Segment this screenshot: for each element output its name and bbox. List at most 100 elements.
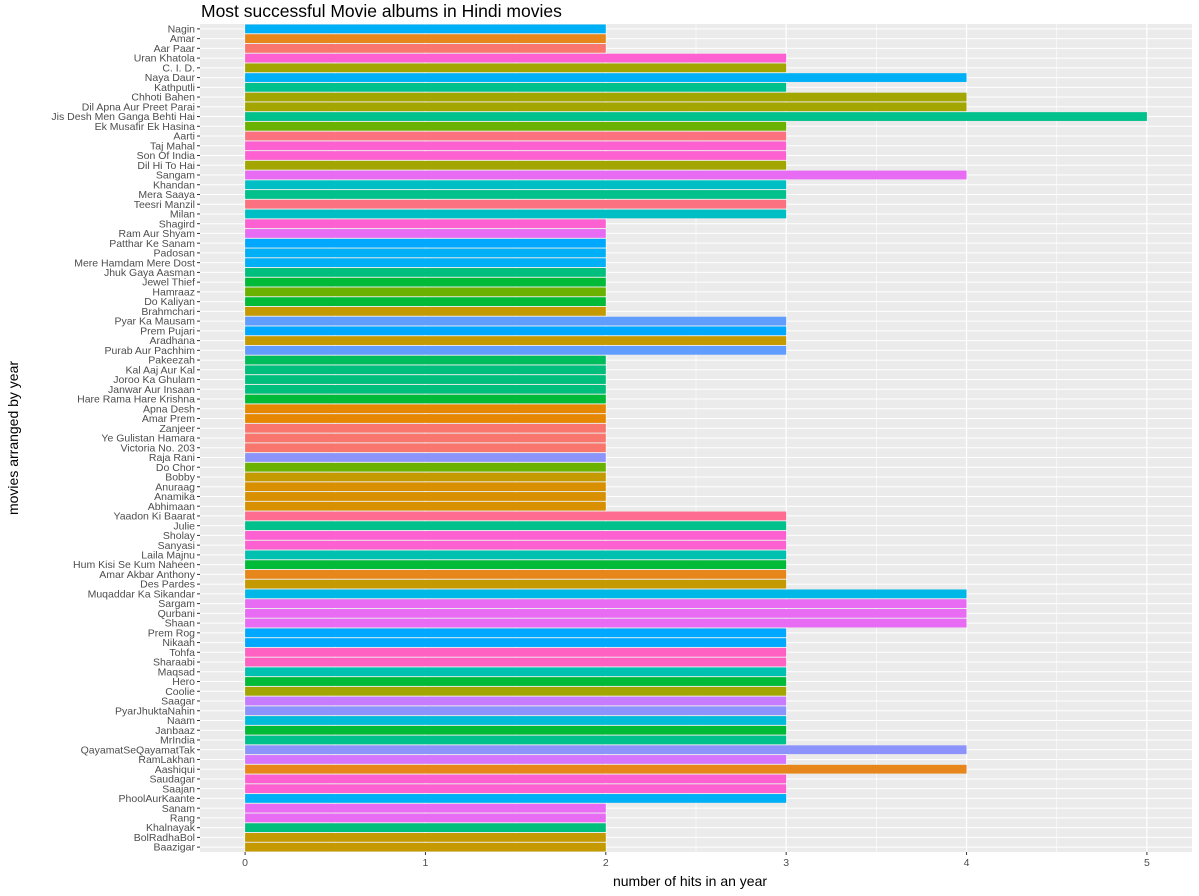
- y-tick-label: Shaan: [165, 618, 196, 630]
- y-tick-label: Joroo Ka Ghulam: [113, 374, 195, 386]
- y-tick-label: Sholay: [163, 530, 196, 542]
- bar: [245, 414, 606, 423]
- bar: [245, 92, 967, 102]
- bar: [245, 443, 606, 453]
- y-tick-label: Uran Khatola: [134, 53, 195, 65]
- bar: [245, 433, 606, 443]
- y-tick-label: Prem Rog: [148, 627, 195, 639]
- bar: [245, 657, 787, 667]
- bar: [245, 199, 787, 209]
- y-tick-label: Dil Apna Aur Preet Parai: [82, 101, 195, 113]
- y-tick-label: Yaadon Ki Baarat: [113, 511, 195, 523]
- bar: [245, 540, 787, 550]
- bar: [245, 472, 606, 482]
- bar: [245, 813, 606, 823]
- bar: [245, 647, 787, 657]
- bar: [245, 160, 787, 170]
- bar: [245, 550, 787, 560]
- bar: [245, 608, 967, 618]
- y-tick-label: Sanyasi: [158, 540, 195, 552]
- bar: [245, 316, 787, 326]
- bar: [245, 618, 967, 628]
- y-tick-label: Son Of India: [137, 150, 196, 162]
- y-tick-label: Julie: [173, 520, 195, 532]
- y-tick-label: Aashiqui: [155, 764, 195, 776]
- y-tick-label: Victoria No. 203: [120, 442, 195, 454]
- bar: [245, 560, 787, 570]
- y-tick-label: Rang: [170, 813, 195, 825]
- y-tick-label: Sanam: [162, 803, 196, 815]
- y-tick-label: PhoolAurKaante: [119, 793, 196, 805]
- bar: [245, 462, 606, 472]
- y-tick-label: Pakeezah: [148, 355, 195, 367]
- y-tick-label: Abhimaan: [148, 501, 195, 513]
- bar: [245, 638, 787, 647]
- y-tick-label: Janwar Aur Insaan: [108, 384, 195, 396]
- y-tick-label: Taj Mahal: [150, 140, 195, 152]
- bar: [245, 326, 787, 336]
- bar: [245, 24, 606, 34]
- y-tick-label: QayamatSeQayamatTak: [81, 744, 196, 756]
- bar: [245, 306, 606, 316]
- x-axis-ticks: 0 1 2 3 4 5: [242, 852, 1150, 869]
- y-tick-label: Baazigar: [154, 842, 196, 854]
- bar: [245, 745, 967, 755]
- y-tick-label: Do Kaliyan: [144, 296, 195, 308]
- y-tick-label: Raja Rani: [149, 452, 195, 464]
- bar: [245, 823, 606, 833]
- y-tick-label: Teesri Manzil: [134, 199, 195, 211]
- y-tick-label: Prem Pujari: [140, 325, 195, 337]
- y-tick-label: Ye Gulistan Hamara: [101, 433, 195, 445]
- y-tick-label: Bobby: [165, 472, 196, 484]
- bar: [245, 180, 787, 190]
- y-tick-label: Amar Akbar Anthony: [99, 569, 195, 581]
- bar: [245, 268, 606, 277]
- x-tick-label: 1: [423, 857, 429, 869]
- bar: [245, 492, 606, 501]
- bar: [245, 501, 606, 511]
- y-tick-label: Sharaabi: [153, 657, 195, 669]
- y-tick-label: Do Chor: [156, 462, 196, 474]
- bar: [245, 686, 787, 696]
- y-tick-label: Padosan: [154, 248, 196, 260]
- y-tick-label: Maqsad: [158, 666, 196, 678]
- y-tick-label: Saagar: [161, 696, 195, 708]
- bar: [245, 43, 606, 53]
- y-tick-label: Jewel Thief: [142, 277, 195, 289]
- bar: [245, 258, 606, 268]
- bar: [245, 667, 787, 677]
- y-tick-label: Zanjeer: [159, 423, 195, 435]
- y-tick-label: Aarti: [173, 131, 195, 143]
- y-tick-label: Hum Kisi Se Kum Naheen: [73, 559, 195, 571]
- y-tick-label: Kal Aaj Aur Kal: [126, 364, 195, 376]
- y-tick-label: Qurbani: [158, 608, 195, 620]
- y-tick-label: Amar Prem: [142, 413, 195, 425]
- y-tick-label: Hamraaz: [152, 286, 195, 298]
- bar: [245, 141, 787, 151]
- y-tick-label: Janbaaz: [155, 725, 195, 737]
- bar: [245, 102, 967, 112]
- bar: [245, 151, 787, 160]
- y-tick-label: Mera Saaya: [138, 189, 195, 201]
- bar: [245, 121, 787, 131]
- bar: [245, 287, 606, 297]
- bar: [245, 34, 606, 43]
- y-tick-label: MrIndia: [160, 735, 195, 747]
- bar: [245, 53, 787, 63]
- bar: [245, 628, 787, 638]
- y-tick-label: Jis Desh Men Ganga Behti Hai: [51, 111, 195, 123]
- y-tick-label: Jhuk Gaya Aasman: [104, 267, 195, 279]
- y-tick-label: BolRadhaBol: [134, 832, 195, 844]
- bar: [245, 63, 787, 73]
- bar: [245, 725, 787, 735]
- y-tick-label: Naam: [167, 715, 195, 727]
- x-tick-label: 0: [242, 857, 248, 869]
- bar: [245, 297, 606, 307]
- bar: [245, 589, 967, 599]
- chart-title: Most successful Movie albums in Hindi mo…: [201, 1, 562, 21]
- y-tick-label: Aradhana: [149, 335, 195, 347]
- y-tick-label: Des Pardes: [140, 579, 195, 591]
- y-tick-label: Nagin: [168, 23, 196, 35]
- x-tick-label: 3: [783, 857, 789, 869]
